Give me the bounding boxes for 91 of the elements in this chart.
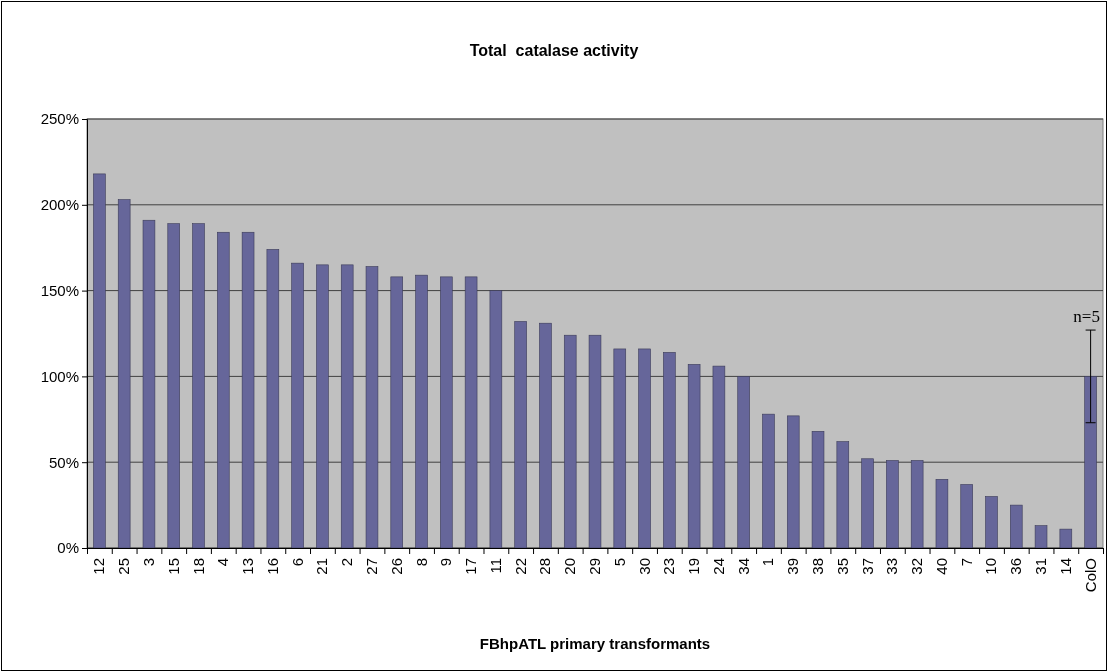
bar [588, 334, 602, 549]
bar [142, 219, 156, 549]
x-tick-label: 35 [833, 558, 851, 575]
x-tick-label: 21 [313, 558, 331, 575]
x-tick-label: 33 [883, 558, 901, 575]
x-tick-label: ColO [1081, 558, 1099, 593]
y-tick-label: 50% [48, 453, 79, 471]
x-tick-label: 32 [908, 558, 926, 575]
x-tick-label: 18 [189, 558, 207, 575]
x-tick-label: 29 [586, 558, 603, 575]
bar [910, 460, 924, 549]
y-tick-label: 200% [40, 196, 79, 214]
x-tick-label: 10 [982, 558, 1000, 575]
x-tick-label: 12 [90, 558, 108, 575]
bar [836, 441, 850, 549]
bar [787, 415, 800, 549]
bar [167, 223, 180, 549]
bar [1010, 504, 1023, 549]
bar [464, 276, 478, 549]
x-tick-label: 14 [1056, 558, 1074, 575]
y-tick-label: 100% [40, 367, 79, 385]
bar [1034, 525, 1048, 549]
bar [861, 458, 874, 549]
x-tick-label: 37 [858, 558, 876, 575]
x-tick-label: 16 [263, 558, 281, 575]
x-tick-label: 25 [115, 558, 133, 575]
bar [192, 223, 205, 549]
x-tick-label: 13 [239, 558, 257, 575]
bar [613, 348, 627, 549]
bar [117, 199, 131, 549]
bar [1084, 376, 1097, 549]
x-tick-label: 26 [387, 558, 405, 575]
x-tick-label: 36 [1007, 558, 1025, 575]
bar [737, 376, 750, 549]
bar [514, 321, 527, 549]
bar [93, 173, 106, 549]
x-tick-label: 11 [486, 558, 504, 574]
bar [217, 231, 230, 549]
bar [266, 249, 280, 549]
bar [489, 290, 503, 549]
x-tick-label: 1 [759, 558, 777, 567]
bar [935, 479, 949, 549]
bar [1059, 528, 1073, 549]
bar [563, 334, 577, 549]
y-tick-label: 250% [40, 110, 79, 128]
x-tick-label: 20 [561, 558, 579, 575]
bar [291, 262, 304, 549]
bar [316, 264, 329, 549]
x-tick-label: 34 [734, 558, 752, 575]
x-tick-label: 2 [338, 558, 356, 567]
bar [811, 431, 825, 549]
x-tick-label: 23 [660, 558, 678, 575]
y-tick-label: 150% [40, 281, 79, 299]
x-tick-label: 31 [1032, 558, 1050, 575]
bar [985, 496, 998, 549]
y-tick-label: 0% [57, 539, 79, 557]
x-tick-label: 17 [462, 558, 480, 575]
annotation: n=5 [1073, 307, 1100, 327]
x-tick-label: 19 [685, 558, 703, 575]
x-tick-label: 7 [957, 558, 975, 567]
chart-title: Total catalase activity [469, 42, 639, 59]
x-tick-label: 6 [288, 558, 306, 567]
bar [241, 231, 255, 549]
bar [340, 264, 354, 549]
x-tick-label: 8 [412, 558, 430, 567]
bar [440, 276, 453, 549]
bar [762, 413, 775, 549]
bar [687, 364, 701, 549]
bar [539, 322, 552, 549]
bar [886, 460, 899, 549]
x-tick-label: 24 [709, 558, 727, 575]
bar [960, 484, 973, 549]
x-tick-label: 38 [809, 558, 827, 575]
x-tick-label: 22 [511, 558, 529, 575]
bar [638, 348, 651, 549]
x-tick-label: 5 [610, 558, 628, 567]
x-axis-title: FBhpATL primary transformants [479, 635, 711, 652]
x-tick-label: 30 [635, 558, 653, 575]
x-tick-label: 27 [362, 558, 380, 575]
bar [365, 266, 379, 549]
bar [415, 274, 428, 549]
x-tick-label: 39 [784, 558, 802, 575]
x-tick-label: 9 [437, 558, 455, 567]
x-tick-label: 28 [536, 558, 554, 575]
x-tick-label: 40 [932, 558, 950, 575]
x-tick-label: 15 [164, 558, 182, 575]
bar [712, 365, 726, 549]
bar [663, 352, 676, 549]
bar [390, 276, 403, 549]
x-tick-label: 4 [214, 558, 232, 567]
x-tick-label: 3 [139, 558, 157, 567]
